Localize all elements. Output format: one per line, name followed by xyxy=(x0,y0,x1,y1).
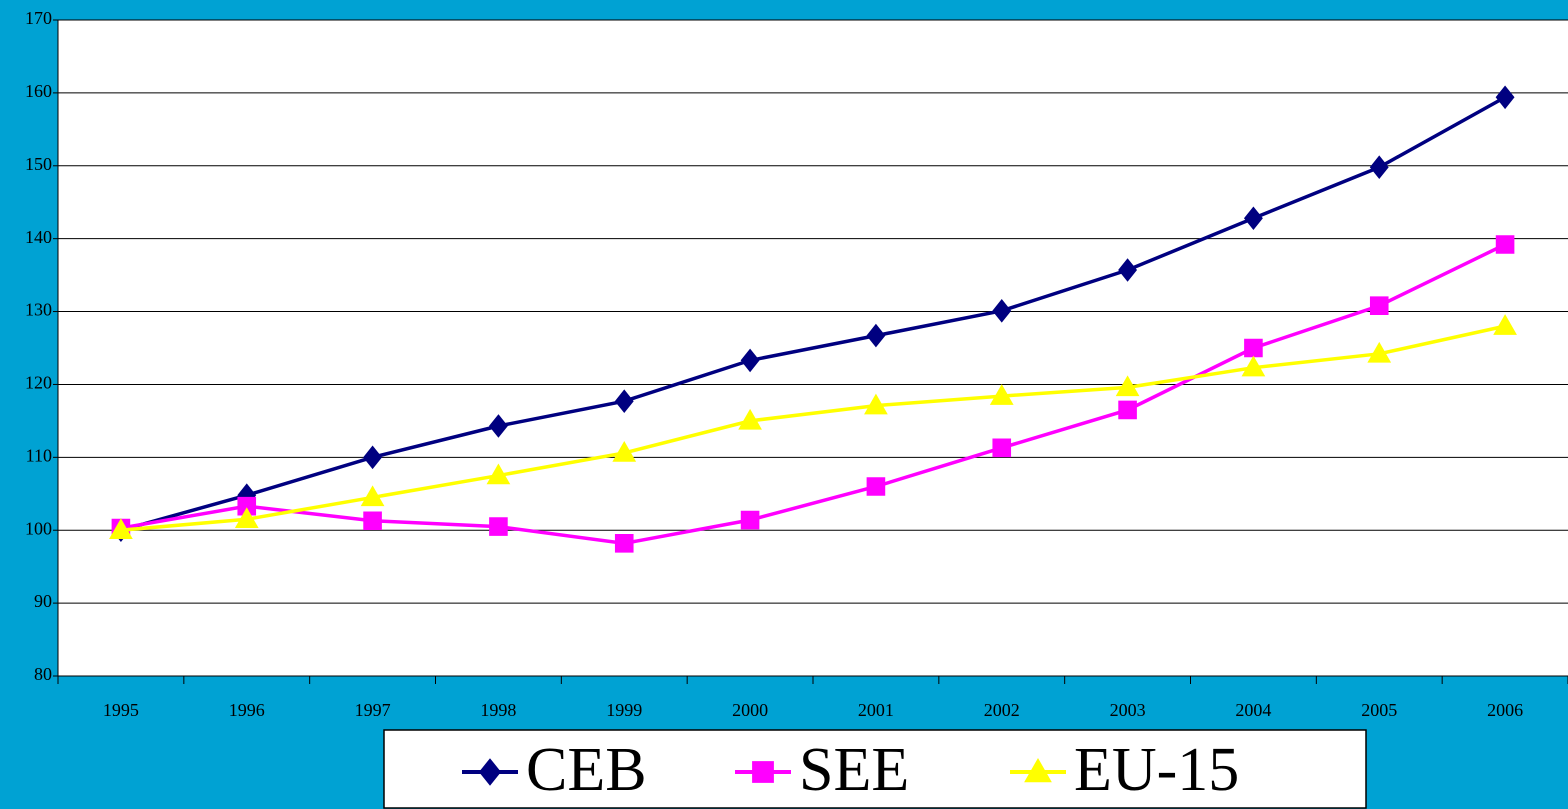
marker xyxy=(1495,235,1515,254)
x-tick-label: 2001 xyxy=(858,700,894,720)
marker xyxy=(363,445,383,470)
series-line xyxy=(120,95,1506,532)
marker xyxy=(488,414,508,438)
marker xyxy=(1118,400,1137,420)
y-tick-label: 110 xyxy=(26,445,52,465)
legend-label: EU-15 xyxy=(1074,736,1239,804)
marker xyxy=(109,518,133,539)
marker xyxy=(614,389,634,414)
y-tick-label: 160 xyxy=(25,81,52,101)
marker xyxy=(234,507,259,529)
x-tick-label: 1999 xyxy=(606,700,642,720)
marker xyxy=(1369,296,1389,316)
marker xyxy=(866,477,886,496)
legend-label: SEE xyxy=(799,736,909,804)
y-tick-label: 90 xyxy=(34,591,52,611)
x-tick-label: 1996 xyxy=(229,700,265,720)
marker xyxy=(1367,341,1392,363)
marker xyxy=(363,511,382,531)
marker xyxy=(1243,206,1263,231)
marker xyxy=(740,510,760,530)
legend-box xyxy=(383,729,1367,809)
marker xyxy=(1241,355,1266,377)
marker xyxy=(992,299,1012,323)
marker xyxy=(989,384,1014,405)
y-tick-label: 140 xyxy=(25,227,52,247)
marker xyxy=(612,440,637,462)
marker xyxy=(752,761,774,783)
x-tick-label: 1997 xyxy=(355,700,391,720)
series-line xyxy=(120,324,1506,532)
x-tick-label: 2005 xyxy=(1361,700,1397,720)
marker xyxy=(864,393,888,415)
marker xyxy=(1024,757,1052,783)
y-tick-label: 120 xyxy=(25,373,52,393)
x-tick-label: 2004 xyxy=(1235,700,1271,720)
marker xyxy=(489,517,508,536)
marker xyxy=(738,408,762,430)
y-tick-label: 130 xyxy=(25,300,52,320)
x-tick-label: 2002 xyxy=(984,700,1020,720)
x-tick-label: 2003 xyxy=(1110,700,1146,720)
y-tick-label: 100 xyxy=(25,518,52,538)
x-tick-label: 2000 xyxy=(732,700,768,720)
marker xyxy=(1115,375,1140,397)
legend-label: CEB xyxy=(526,736,647,804)
marker xyxy=(1495,85,1515,110)
marker xyxy=(740,348,760,373)
marker xyxy=(1493,314,1517,335)
marker xyxy=(360,485,385,507)
marker xyxy=(866,323,886,348)
marker xyxy=(478,758,502,786)
marker xyxy=(1369,155,1389,180)
marker xyxy=(237,496,257,516)
y-tick-label: 80 xyxy=(34,664,52,684)
y-tick-label: 170 xyxy=(25,8,52,28)
series-line xyxy=(120,242,1506,546)
marker xyxy=(992,438,1012,458)
marker xyxy=(1118,258,1138,282)
x-tick-label: 1995 xyxy=(103,700,139,720)
marker xyxy=(486,463,511,485)
marker xyxy=(614,534,634,553)
x-tick-label: 2006 xyxy=(1487,700,1523,720)
x-tick-label: 1998 xyxy=(480,700,516,720)
marker xyxy=(1244,338,1263,358)
y-tick-label: 150 xyxy=(25,154,52,174)
